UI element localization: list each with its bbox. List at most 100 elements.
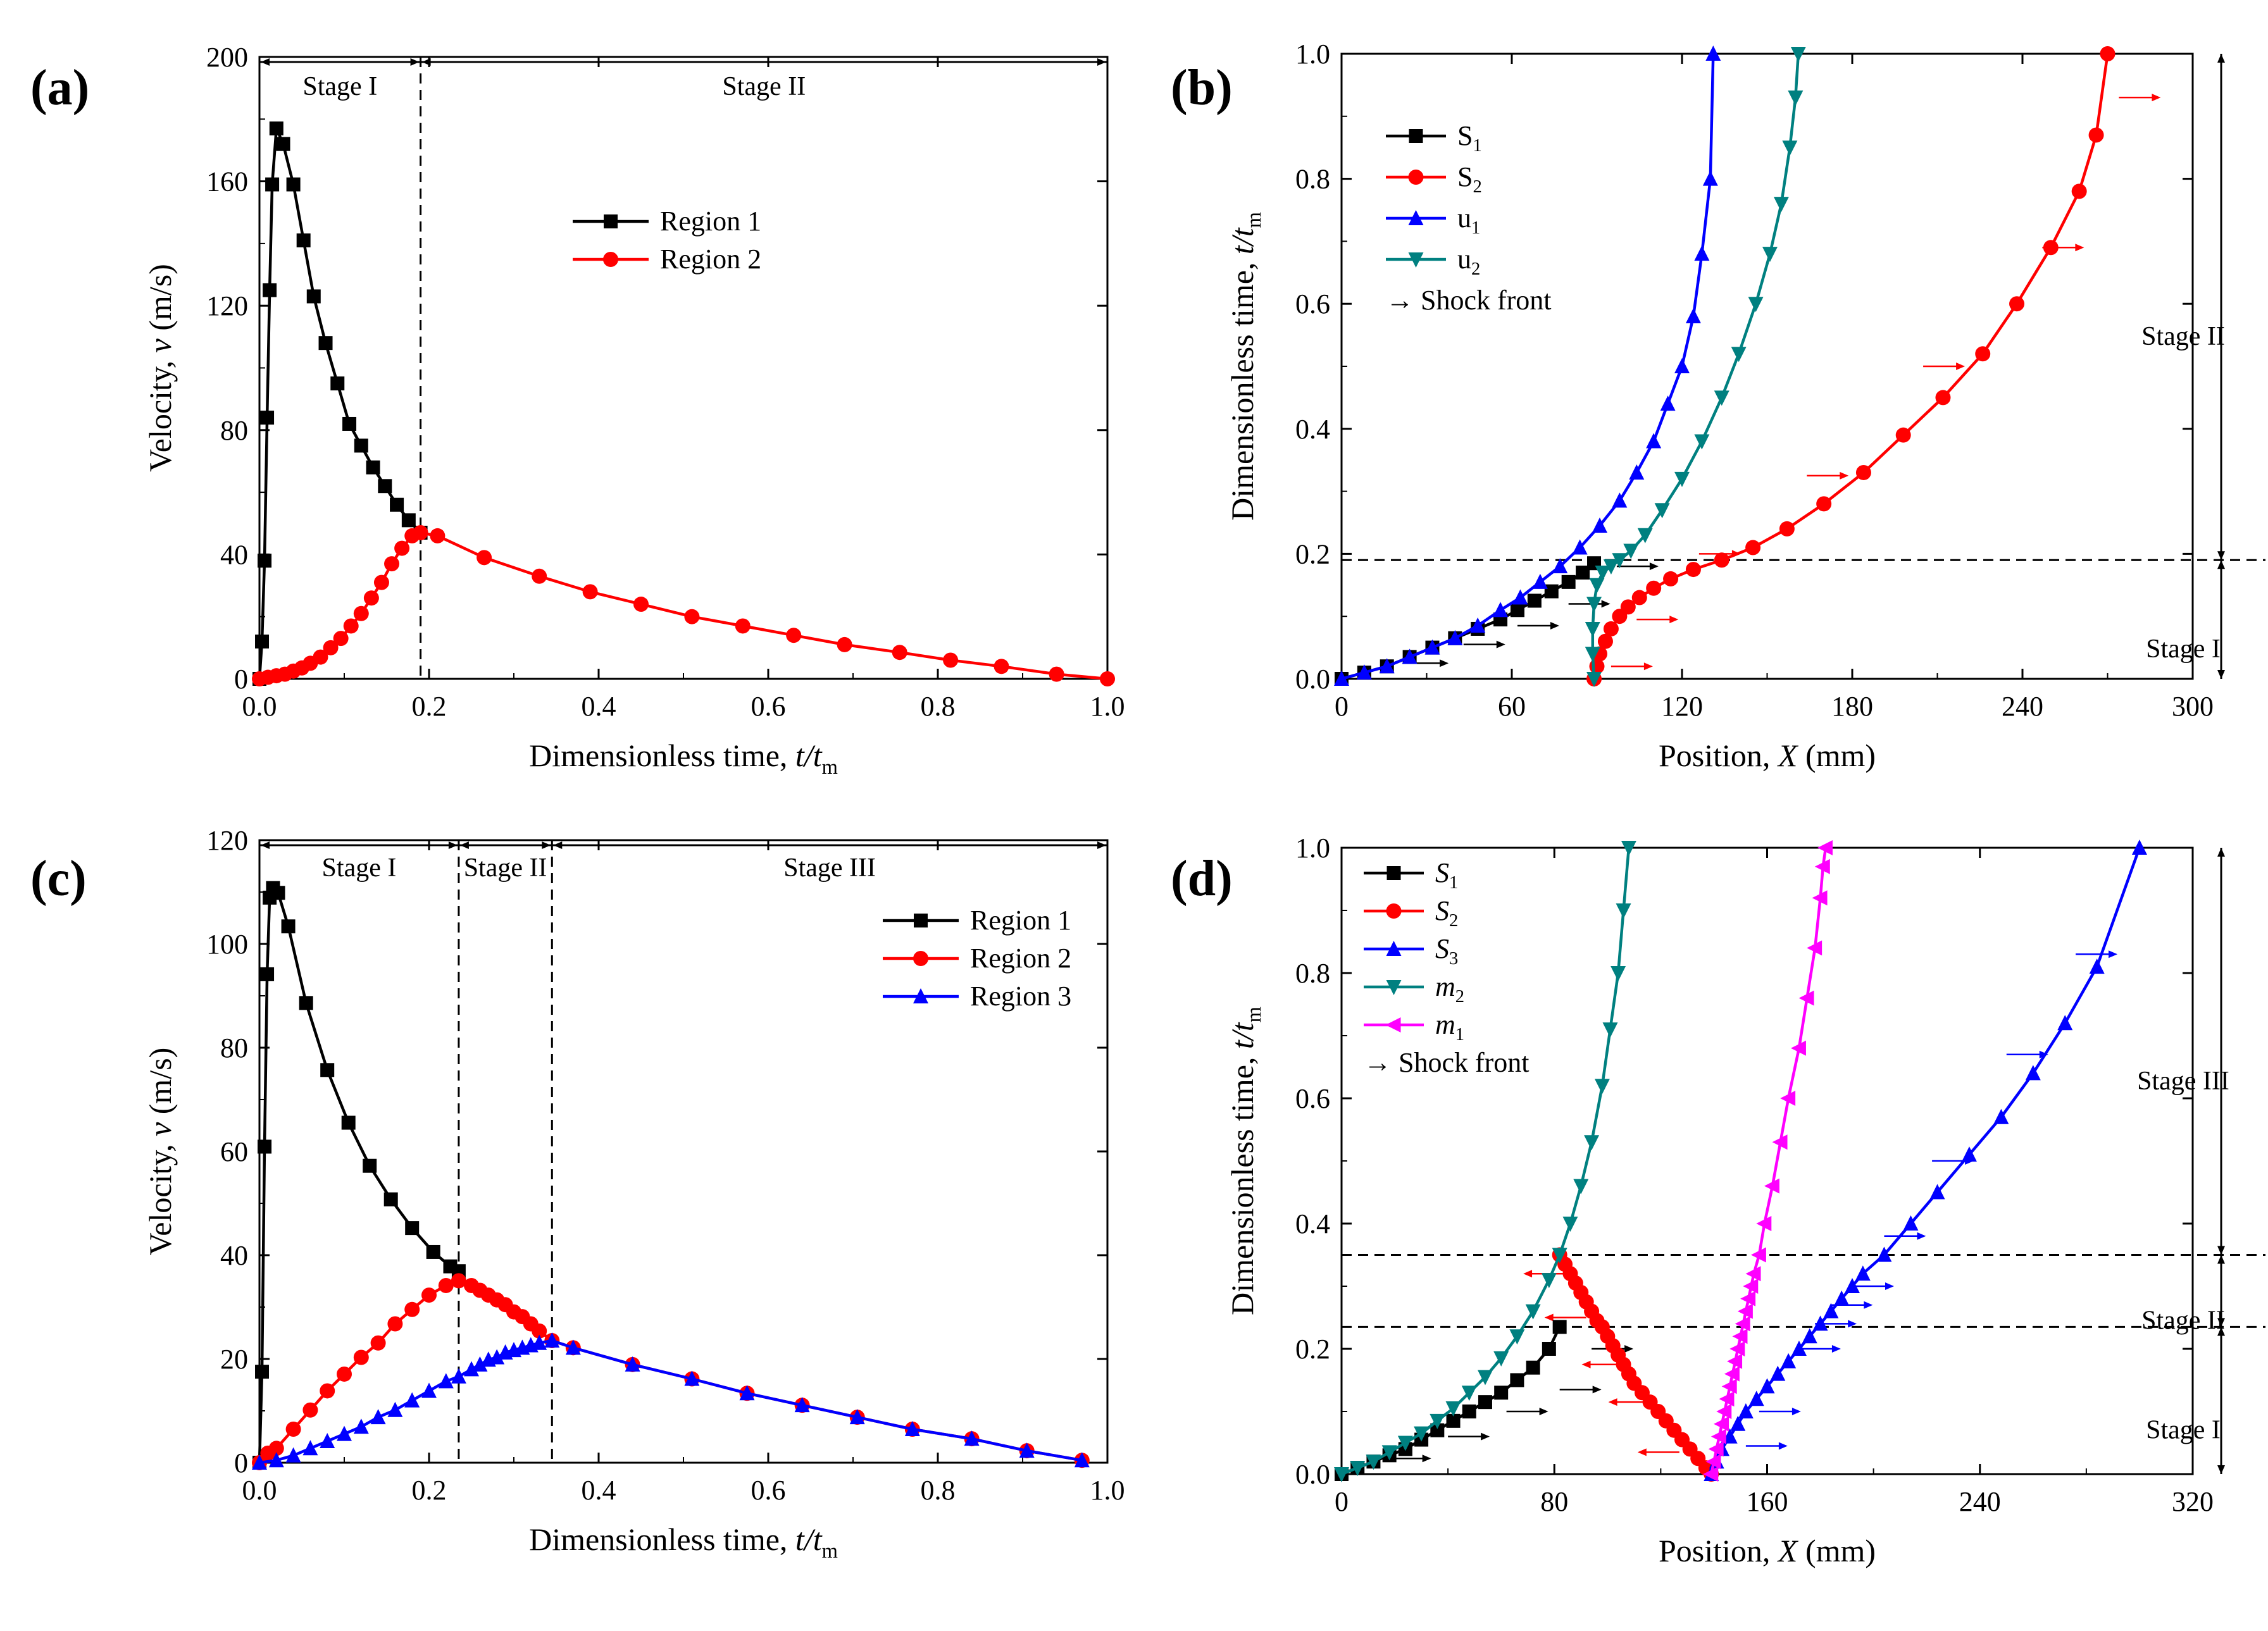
data-point [1730,1415,1746,1431]
data-point [1616,903,1631,919]
data-point [1402,648,1418,664]
data-point [451,1368,466,1384]
data-point [1470,617,1486,633]
data-point [404,1301,420,1317]
data-point [1414,1426,1430,1442]
series-m2 [1334,841,1636,1482]
data-point [1694,434,1710,450]
data-point [943,652,959,668]
data-point [263,283,277,297]
x-axis-label: Dimensionless time, t/tm [529,1522,838,1563]
y-tick-label: 200 [206,42,248,73]
data-point [1621,841,1636,856]
y-tick-label: 0.6 [1295,288,1330,319]
data-point [269,121,284,136]
data-point [296,233,311,247]
data-point [302,1402,318,1418]
data-point [1510,1373,1524,1387]
data-point [285,1447,301,1463]
series-s3 [1704,840,2147,1481]
data-point [2071,183,2087,199]
y-tick-label: 60 [220,1136,248,1167]
x-tick-label: 120 [1661,691,1703,722]
y-axis-label: Dimensionless time, t/tm [1224,212,1266,521]
shock-front-arrowhead [1592,1386,1602,1394]
stage-bracket-arrow [2217,1327,2225,1336]
y-tick-label: 1.0 [1295,833,1330,864]
data-point [1562,1217,1578,1232]
data-point [1430,1413,1445,1429]
stage-bracket-arrow [2217,560,2225,569]
shock-front-arrowhead [1885,1282,1894,1290]
data-point [390,497,404,512]
stage-label: Stage III [2137,1067,2229,1096]
x-tick-label: 240 [2002,691,2043,722]
legend-label: S2 [1457,161,1482,197]
series-region-1 [252,881,466,1470]
data-point [1694,245,1710,261]
data-point [904,1421,920,1437]
x-tick-label: 300 [2172,691,2214,722]
data-point [1379,658,1395,674]
stage-label: Stage II [2141,1306,2225,1335]
y-tick-label: 100 [206,929,248,960]
data-point [1532,573,1548,589]
legend-marker [914,914,928,927]
series-line [1591,53,1800,679]
y-tick-label: 40 [220,539,248,570]
legend-marker [913,951,928,966]
stage-bracket-arrow [1097,58,1106,66]
data-point [582,584,598,600]
stage-label: Stage II [722,72,806,101]
shock-front-arrowhead [1669,616,1679,624]
data-point [342,416,357,431]
stage-label: Stage II [464,853,547,883]
legend-label: Region 1 [970,905,1071,936]
stage-bracket-arrow [2217,1318,2225,1327]
shock-front-arrowhead [1864,1301,1873,1309]
series-line [1341,562,1595,681]
data-point [320,1063,335,1077]
data-point [1745,540,1761,555]
y-tick-label: 0 [234,664,248,695]
data-point [1929,1184,1945,1200]
data-point [1780,1091,1796,1106]
data-point [1814,859,1830,874]
data-point [2043,240,2059,256]
data-point [413,524,428,540]
legend-label: Region 2 [660,244,761,275]
data-point [394,540,410,556]
x-tick-label: 0.0 [242,1475,277,1506]
x-tick-label: 0.2 [412,691,447,722]
legend-note: → Shock front [1364,1047,1530,1078]
shock-front-arrowhead [1496,640,1505,648]
stage-bracket-arrow [421,58,431,66]
data-point [1510,603,1524,617]
data-point [1740,1291,1756,1306]
data-point [258,554,272,568]
panel-label-b: (b) [1171,60,1233,116]
y-axis-label: Velocity, v (m/s) [142,264,178,472]
data-point [1748,1391,1764,1406]
data-point [1494,1386,1509,1400]
data-point [1685,307,1701,323]
data-point [1823,1303,1839,1318]
data-point [276,137,290,151]
y-axis-label: Velocity, v (m/s) [142,1048,178,1256]
chart-panel-b: 0 60 120 180 240 300 0.0 0.2 0.4 0.6 0.8 1.0 Positio… [1224,39,2265,773]
data-point [255,1365,270,1379]
data-point [1737,1303,1753,1319]
data-point [306,289,321,304]
chart-panel-c: 0.0 0.2 0.4 0.6 0.8 1.0 0 20 40 60 80 100 120 Dimensi… [142,825,1125,1563]
legend-label: Region 1 [660,206,761,237]
data-point [1493,1351,1509,1367]
shock-front-arrowhead [1848,1320,1857,1328]
data-point [1703,1467,1719,1482]
data-point [1446,1413,1461,1428]
legend-label: S1 [1435,857,1458,893]
shock-front-arrowhead [1778,1442,1788,1450]
data-point [1903,1215,1919,1231]
data-point [1782,140,1798,156]
data-point [1589,578,1605,593]
shock-front-arrowhead [1523,1270,1533,1278]
